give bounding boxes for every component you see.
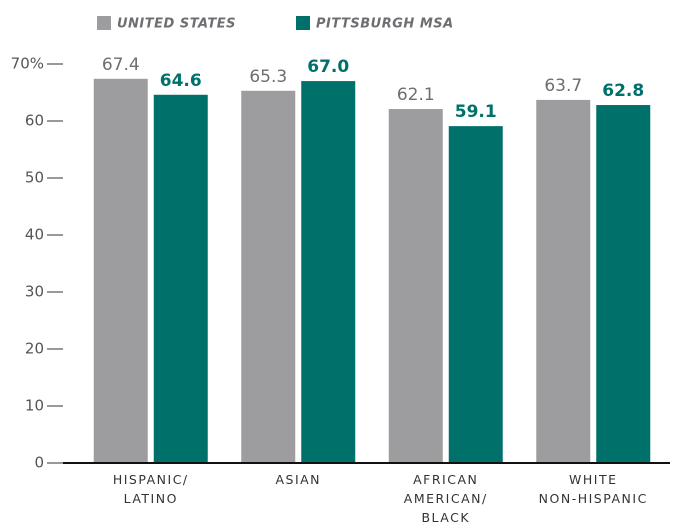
- value-label: 62.8: [602, 81, 644, 101]
- legend-label: PITTSBURGH MSA: [316, 17, 454, 32]
- legend-label: UNITED STATES: [117, 17, 236, 32]
- value-label: 67.4: [102, 55, 140, 75]
- bar: [596, 105, 651, 463]
- value-label: 59.1: [455, 102, 497, 122]
- x-tick-label: ASIAN: [275, 472, 321, 487]
- bar: [448, 126, 503, 463]
- bar: [301, 81, 356, 463]
- y-tick-label: 70%: [11, 55, 44, 73]
- legend-swatch: [296, 16, 310, 30]
- value-label: 67.0: [307, 57, 349, 77]
- value-label: 62.1: [397, 85, 435, 105]
- y-tick-label: 60: [25, 112, 44, 130]
- bar: [241, 90, 296, 463]
- x-tick-label: AFRICAN AMERICAN/BLACK: [404, 472, 488, 525]
- bar: [536, 99, 591, 463]
- y-tick-label: 20: [25, 340, 44, 358]
- bar: [93, 78, 148, 463]
- legend-swatch: [97, 16, 111, 30]
- y-tick-label: 30: [25, 283, 44, 301]
- x-tick-label: HISPANIC/LATINO: [113, 472, 189, 506]
- value-label: 64.6: [160, 71, 202, 91]
- y-tick-label: 0: [34, 454, 44, 472]
- value-label: 63.7: [544, 76, 582, 96]
- bar: [388, 109, 443, 463]
- bar: [153, 94, 208, 463]
- value-label: 65.3: [249, 67, 287, 87]
- y-tick-label: 10: [25, 397, 44, 415]
- x-tick-label: WHITE NON-HISPANIC: [539, 472, 648, 506]
- y-tick-label: 40: [25, 226, 44, 244]
- y-tick-label: 50: [25, 169, 44, 187]
